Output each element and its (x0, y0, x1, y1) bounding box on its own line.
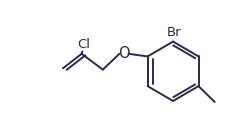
Text: O: O (118, 46, 130, 61)
Text: Br: Br (167, 26, 182, 39)
Text: Cl: Cl (77, 38, 90, 51)
